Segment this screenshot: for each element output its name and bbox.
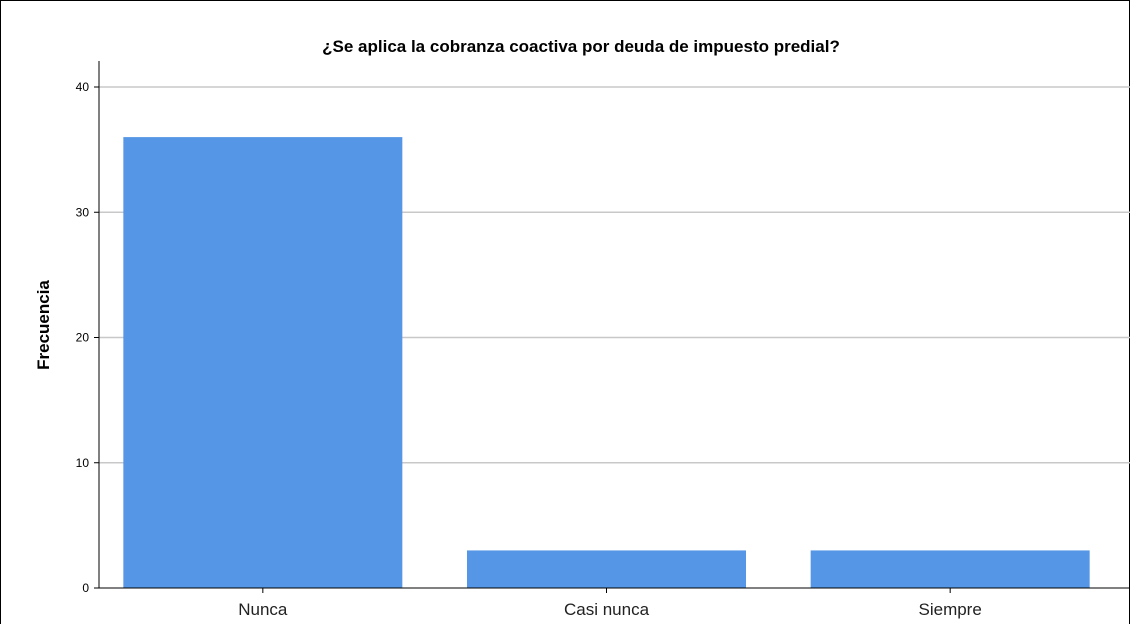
x-tick-labels: Nunca Casi nunca Siempre (238, 600, 982, 619)
bar-nunca (123, 137, 403, 588)
bar-casi-nunca (467, 550, 746, 588)
x-tick-label: Siempre (919, 600, 982, 619)
y-tick-label: 10 (76, 456, 90, 470)
y-tick-label: 30 (76, 205, 90, 219)
axes (94, 61, 1130, 593)
bar-siempre (810, 550, 1090, 588)
y-tick-label: 20 (76, 331, 90, 345)
bars (123, 137, 1090, 588)
y-axis-label: Frecuencia (34, 280, 53, 370)
x-tick-label: Nunca (238, 600, 288, 619)
x-tick-label: Casi nunca (564, 600, 650, 619)
y-tick-labels: 0 10 20 30 40 (76, 80, 90, 595)
y-tick-label: 40 (76, 80, 90, 94)
chart-title: ¿Se aplica la cobranza coactiva por deud… (322, 37, 840, 56)
y-tick-label: 0 (82, 581, 89, 595)
